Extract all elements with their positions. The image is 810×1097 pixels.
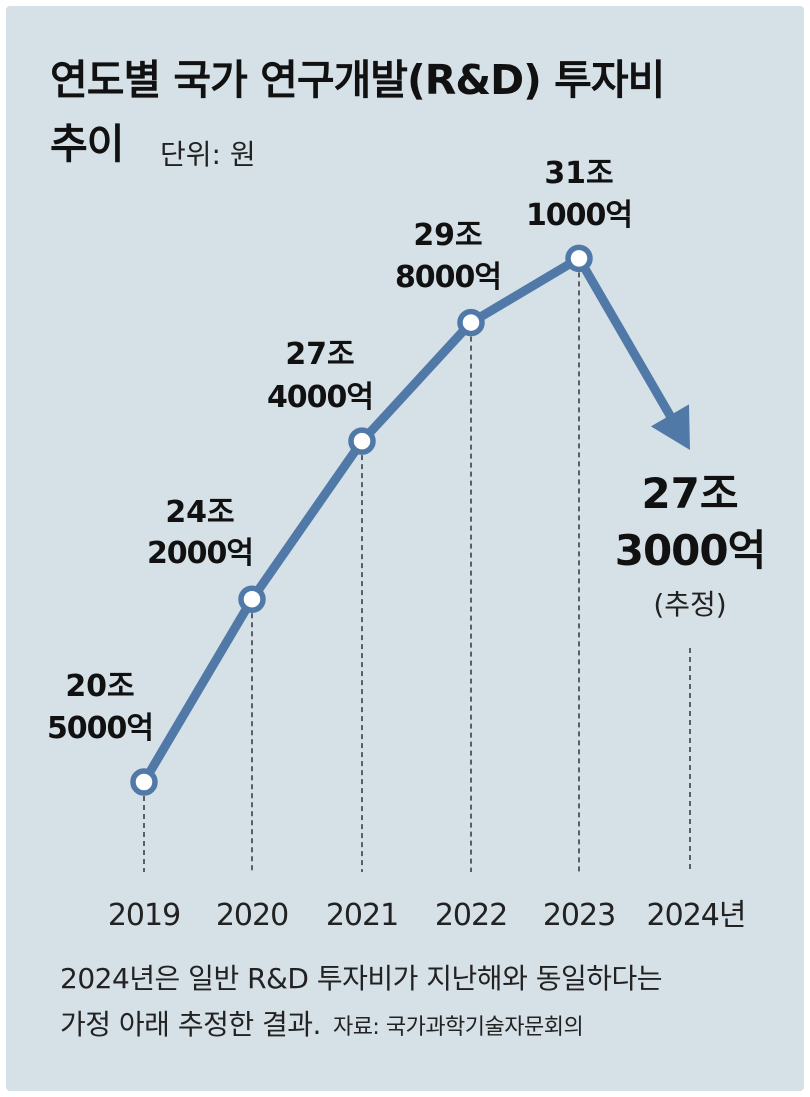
estimate-label-bottom: 3000억 [615, 526, 766, 575]
data-label-top: 27조 [285, 337, 354, 372]
data-point [238, 585, 266, 613]
data-label-bottom: 2000억 [147, 536, 253, 571]
data-label-top: 20조 [65, 669, 134, 704]
x-tick-label: 2020 [216, 898, 288, 933]
x-tick-label: 2021 [326, 898, 398, 933]
data-label-top: 24조 [165, 495, 234, 530]
unit-label: 단위: 원 [160, 138, 256, 171]
chart-panel: 연도별 국가 연구개발(R&D) 투자비 추이 단위: 원 [6, 6, 804, 1091]
data-label-bottom: 5000억 [47, 711, 153, 746]
data-label-top: 31조 [544, 156, 613, 191]
data-label-bottom: 8000억 [395, 260, 501, 295]
data-point [130, 768, 158, 796]
estimate-arrow-head [650, 404, 690, 450]
footnote-line2-text: 가정 아래 추정한 결과. [60, 1008, 321, 1041]
data-point [457, 308, 485, 337]
x-tick-label: 2024년 [647, 898, 746, 933]
x-tick-label: 2022 [435, 898, 507, 933]
chart-title: 연도별 국가 연구개발(R&D) 투자비 [50, 56, 665, 104]
footnote-line1: 2024년은 일반 R&D 투자비가 지난해와 동일하다는 [60, 962, 663, 995]
estimate-label-top: 27조 [641, 469, 738, 518]
chart-title-line2: 추이 [50, 120, 124, 168]
x-tick-label: 2019 [108, 898, 180, 933]
data-label-bottom: 4000억 [267, 380, 373, 415]
estimate-arrow-line [574, 253, 677, 424]
footnote-line2: 가정 아래 추정한 결과. 자료: 국가과학기술자문회의 [60, 1004, 584, 1049]
data-point [348, 427, 376, 455]
data-label-top: 29조 [413, 218, 482, 253]
estimate-note: (추정) [653, 588, 726, 621]
data-label-bottom: 1000억 [526, 198, 632, 233]
data-point [565, 244, 593, 273]
source-label: 자료: 국가과학기술자문회의 [332, 1015, 584, 1040]
x-tick-label: 2023 [543, 898, 615, 933]
